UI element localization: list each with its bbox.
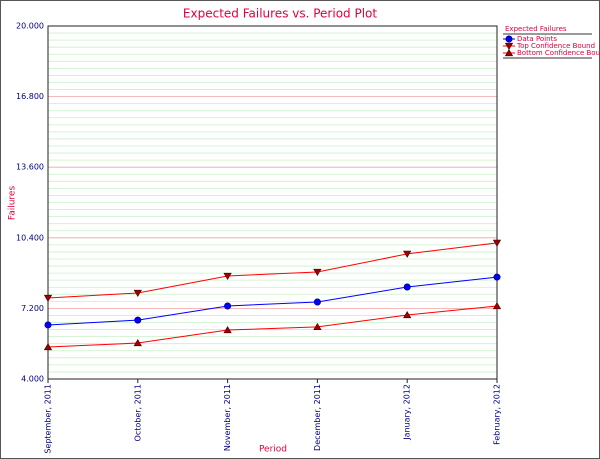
data-point [134,316,142,324]
legend-label: Bottom Confidence Bound [517,49,600,57]
data-point [504,42,514,50]
data-point [133,339,142,347]
data-point [492,239,502,247]
data-point [505,35,513,43]
y-tick-label: 7.200 [21,304,44,313]
data-point [403,311,412,319]
data-point [223,272,232,280]
y-axis-label: Failures [8,186,18,221]
data-point [44,321,52,329]
data-point [223,326,232,334]
x-tick-label: October, 2011 [133,384,142,441]
x-tick-label: February, 2012 [493,384,502,445]
y-tick-label: 20.000 [16,22,44,31]
data-point [43,343,53,351]
legend-label: Top Confidence Bound [516,42,595,50]
x-tick-label: September, 2011 [44,384,53,454]
data-point [492,301,502,310]
x-tick-label: November, 2011 [223,384,232,451]
y-tick-label: 16.800 [16,92,44,101]
x-tick-label: January, 2012 [403,384,412,441]
data-point [493,273,501,281]
data-point [133,289,142,297]
y-tick-label: 13.600 [16,163,44,172]
plot-border [47,25,498,380]
y-tick-label: 4.000 [21,375,44,384]
data-point [504,49,514,57]
legend-title: Expected Failures [505,25,567,33]
data-point [43,294,53,303]
data-point [403,250,412,258]
data-point [313,268,322,276]
data-point [313,298,321,306]
x-tick-label: December, 2011 [313,384,322,451]
series-line [47,242,498,299]
data-point [224,302,232,310]
data-point [313,322,322,331]
series-line [47,276,498,326]
legend-label: Data Points [517,35,557,43]
y-tick-label: 10.400 [16,233,44,242]
series-line [47,305,498,348]
data-point [403,283,411,291]
x-axis-label: Period [259,445,287,455]
chart-title: Expected Failures vs. Period Plot [183,7,377,21]
